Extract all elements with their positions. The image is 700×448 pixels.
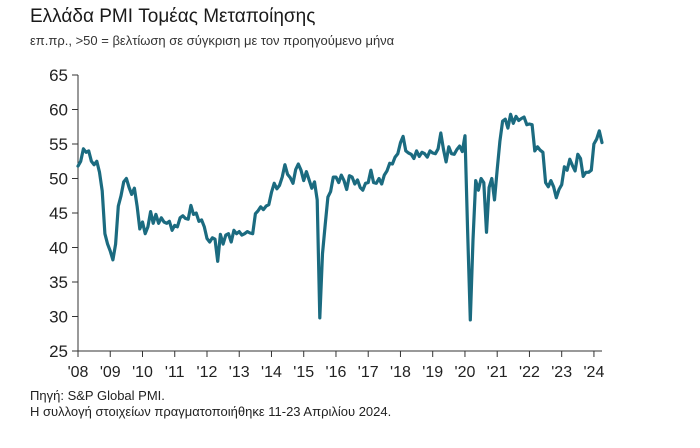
- x-tick-label: '08: [68, 364, 89, 381]
- x-axis: '08 '09 '10 '11 '12 '13 '14 '15 '16 '17 '18 '19 '20 '…: [68, 350, 605, 381]
- x-tick-label: '14: [261, 364, 282, 381]
- chart-subtitle: επ.πρ., >50 = βελτίωση σε σύγκριση με το…: [30, 33, 395, 48]
- x-tick-label: '17: [358, 364, 379, 381]
- x-tick-label: '15: [293, 364, 314, 381]
- y-tick-label: 30: [49, 308, 68, 327]
- x-tick-label: '22: [519, 364, 540, 381]
- x-tick-label: '11: [165, 364, 185, 381]
- x-tick-label: '24: [584, 364, 605, 381]
- y-axis: 25 30 35 40 45 50 55 60 65: [49, 66, 79, 361]
- y-tick-label: 35: [49, 273, 68, 292]
- x-tick-label: '18: [390, 364, 411, 381]
- series-layer: [76, 112, 604, 322]
- collection-note: Η συλλογή στοιχείων πραγματοποιήθηκε 11-…: [30, 404, 392, 419]
- x-tick-label: '23: [551, 364, 572, 381]
- x-tick-label: '20: [455, 364, 476, 381]
- y-tick-label: 60: [49, 101, 68, 120]
- chart-title: Ελλάδα PMI Τομέας Μεταποίησης: [30, 6, 316, 27]
- x-tick-label: '09: [100, 364, 121, 381]
- source-note: Πηγή: S&P Global PMI.: [30, 388, 165, 403]
- x-tick-label: '12: [197, 364, 218, 381]
- y-tick-label: 65: [49, 66, 68, 85]
- x-tick-label: '16: [326, 364, 347, 381]
- pmi-series-line: [76, 112, 604, 322]
- x-tick-label: '10: [132, 364, 153, 381]
- y-tick-label: 40: [49, 239, 68, 258]
- x-tick-label: '19: [422, 364, 443, 381]
- x-tick-label: '21: [487, 364, 508, 381]
- y-tick-label: 50: [49, 170, 68, 189]
- y-tick-label: 55: [49, 135, 68, 154]
- y-tick-label: 25: [49, 342, 68, 361]
- y-tick-label: 45: [49, 204, 68, 223]
- x-tick-label: '13: [229, 364, 250, 381]
